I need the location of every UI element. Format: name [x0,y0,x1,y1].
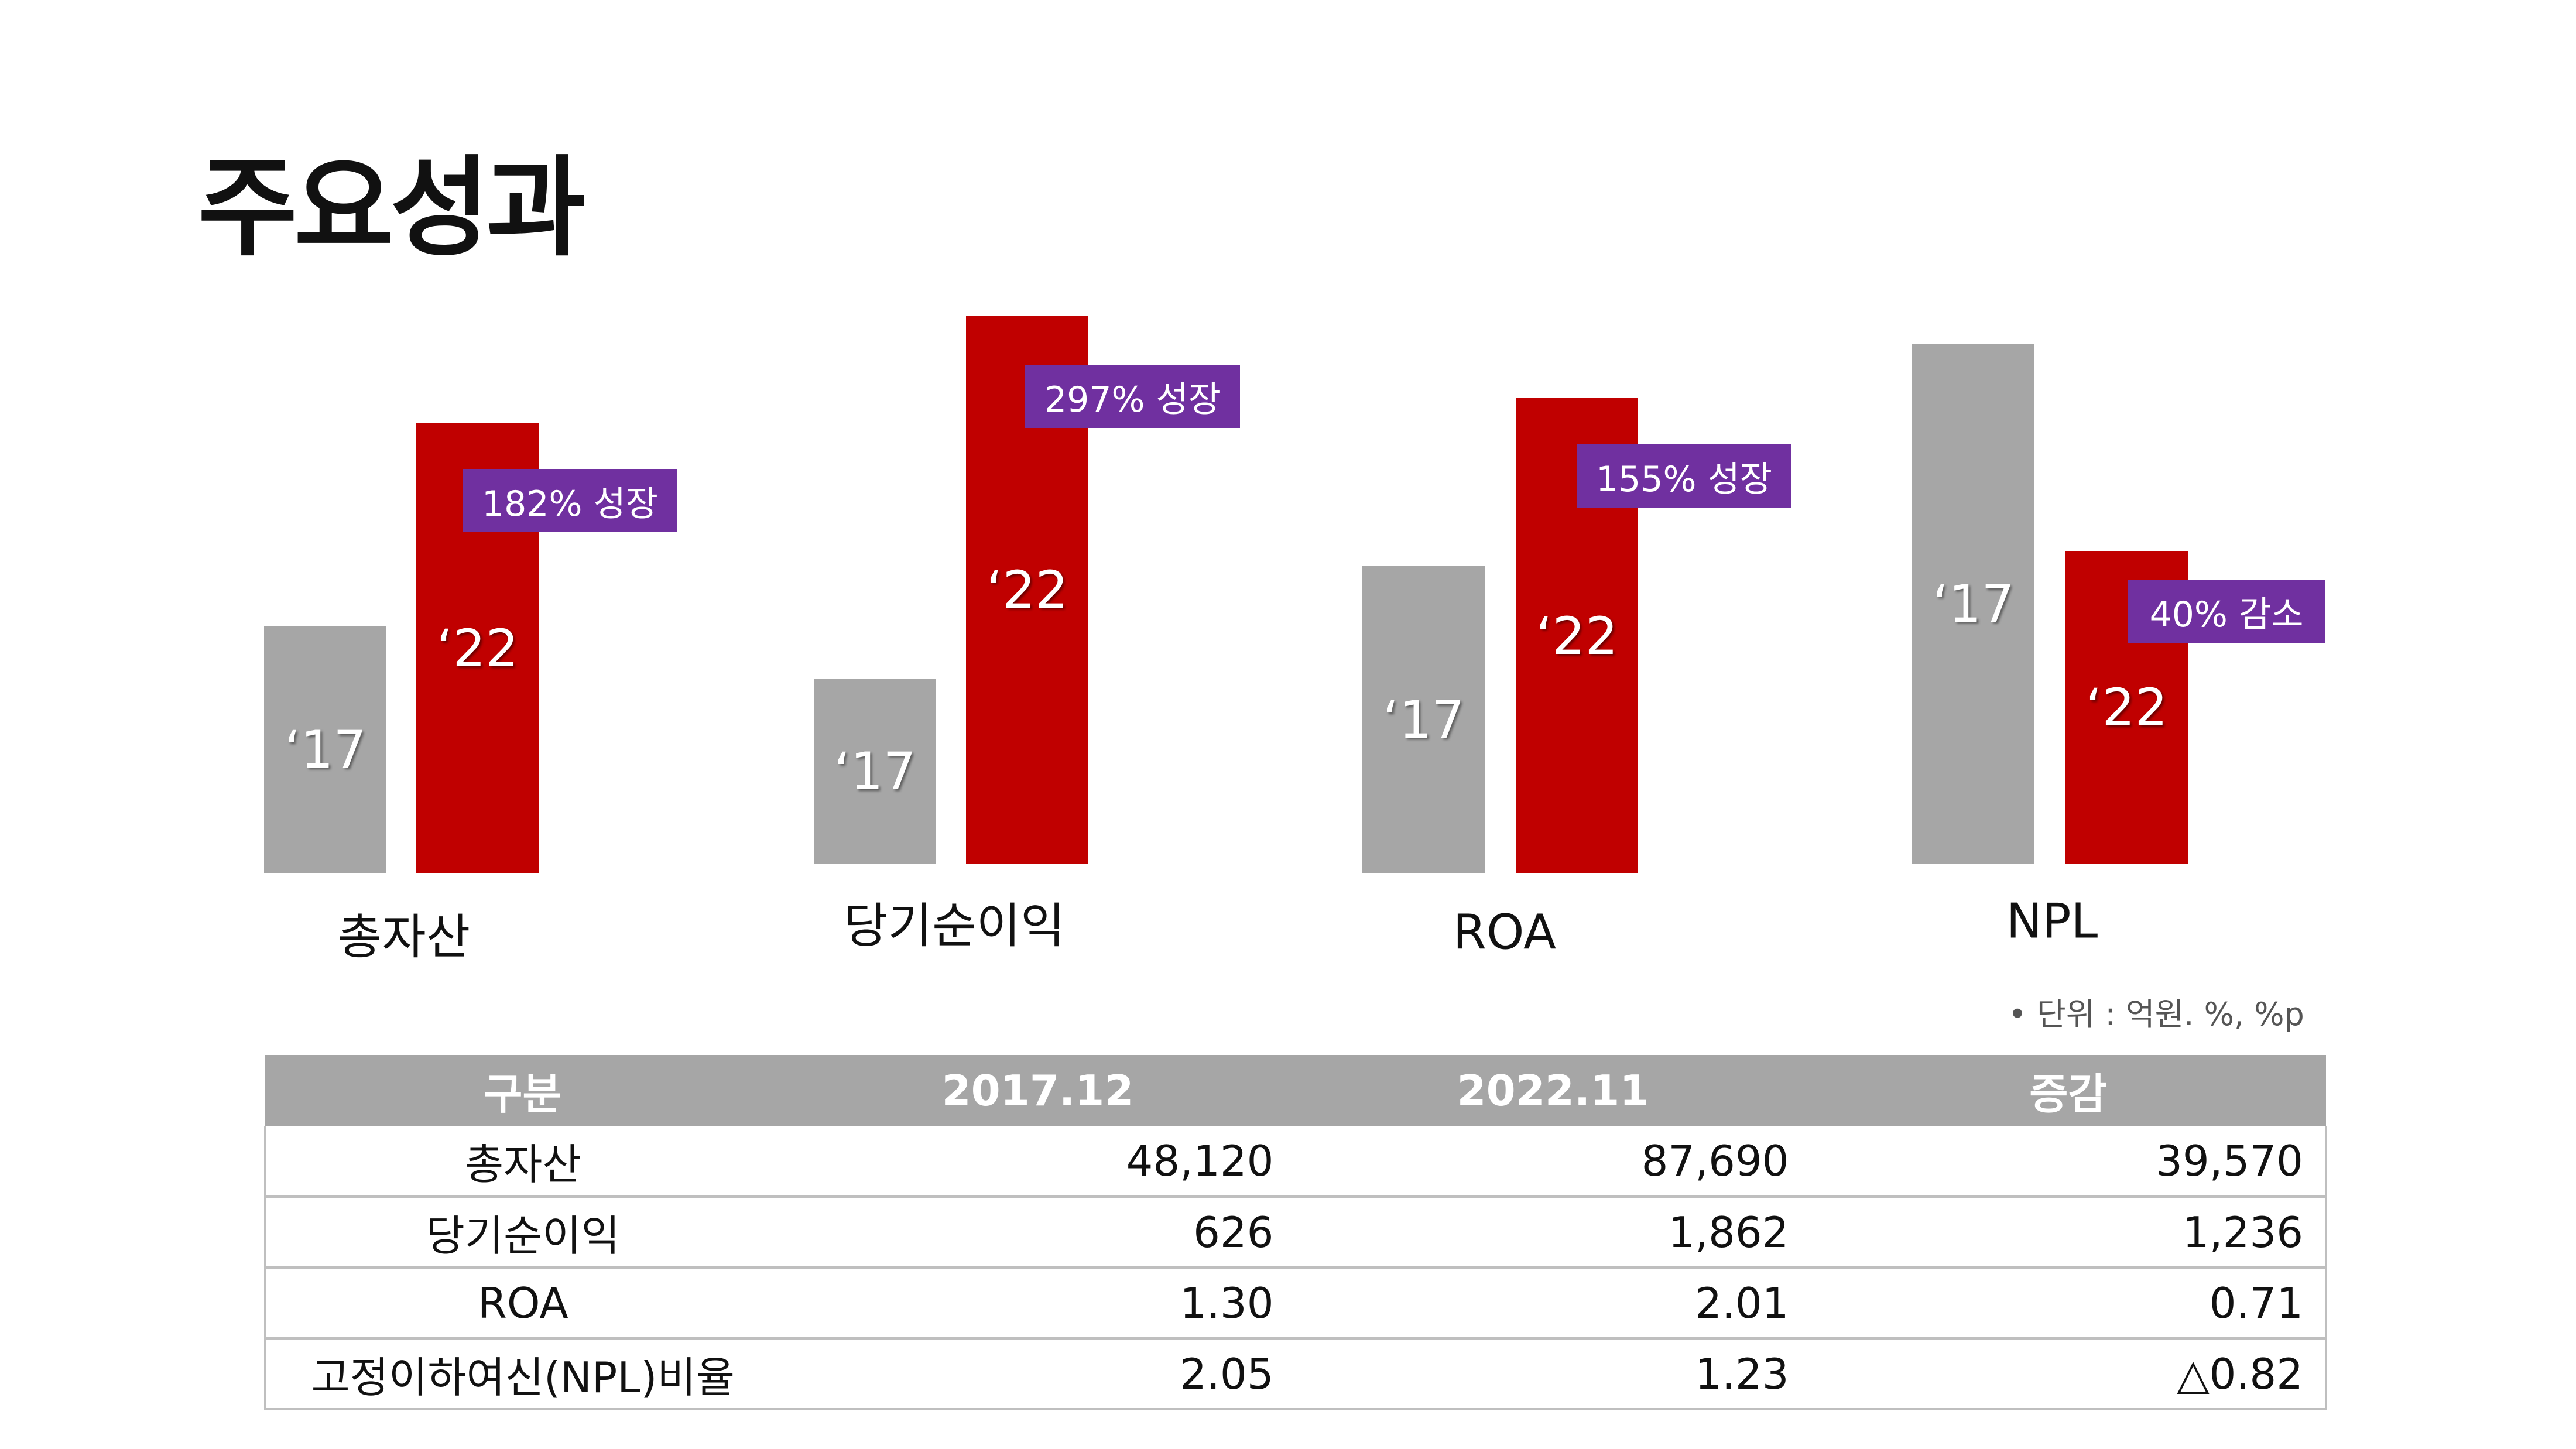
bar-year-label: ‘22 [1536,605,1618,666]
header-category: 구분 [265,1055,780,1126]
category-label: 총자산 [337,909,471,965]
bar-year-label: ‘22 [986,559,1068,620]
category-label: NPL [2006,893,2098,950]
table-header-row: 구분 2017.12 2022.11 증감 [265,1055,2326,1126]
category-label: 당기순이익 [844,898,1065,954]
cell-change: 1,236 [1810,1197,2327,1269]
table-row: 당기순이익 626 1,862 1,236 [264,1197,2327,1269]
page-title: 주요성과 [198,145,586,271]
cell-change: △0.82 [1810,1338,2327,1410]
cell-2022: 2.01 [1295,1268,1811,1340]
change-callout: 40% 감소 [2128,580,2325,643]
cell-2017: 2.05 [780,1338,1296,1410]
bar-year-label: ‘22 [2085,677,2168,738]
row-label: 당기순이익 [264,1197,780,1269]
cell-change: 0.71 [1810,1268,2327,1340]
bar-year-label: ‘17 [1382,689,1465,750]
bar-2017: ‘17 [264,626,386,873]
cell-2017: 1.30 [780,1268,1296,1340]
table-row: 총자산 48,120 87,690 39,570 [264,1126,2327,1198]
row-label: 총자산 [264,1126,780,1198]
category-label: ROA [1453,905,1557,961]
row-label: ROA [264,1268,780,1340]
bar-year-label: ‘22 [436,618,519,679]
change-callout: 297% 성장 [1025,365,1240,428]
cell-2022: 1.23 [1295,1338,1811,1410]
bar-year-label: ‘17 [834,741,916,802]
header-2017: 2017.12 [780,1055,1296,1126]
table-row: 고정이하여신(NPL)비율 2.05 1.23 △0.82 [264,1338,2327,1410]
cell-2022: 1,862 [1295,1197,1811,1269]
cell-2017: 626 [780,1197,1296,1269]
header-change: 증감 [1810,1055,2326,1126]
bar-2017: ‘17 [1912,344,2034,864]
cell-2017: 48,120 [780,1126,1296,1198]
bar-2017: ‘17 [814,679,936,864]
bar-year-label: ‘17 [284,720,366,780]
cell-2022: 87,690 [1295,1126,1811,1198]
unit-note: • 단위 : 억원. %, %p [2008,996,2304,1033]
summary-table: 구분 2017.12 2022.11 증감 총자산 48,120 87,690 … [264,1055,2327,1410]
cell-change: 39,570 [1810,1126,2327,1198]
header-2022: 2022.11 [1295,1055,1811,1126]
change-callout: 182% 성장 [463,469,677,532]
bar-year-label: ‘17 [1932,573,2015,634]
change-callout: 155% 성장 [1577,444,1791,508]
bar-2017: ‘17 [1362,566,1485,873]
table-row: ROA 1.30 2.01 0.71 [264,1268,2327,1340]
row-label: 고정이하여신(NPL)비율 [264,1338,780,1410]
